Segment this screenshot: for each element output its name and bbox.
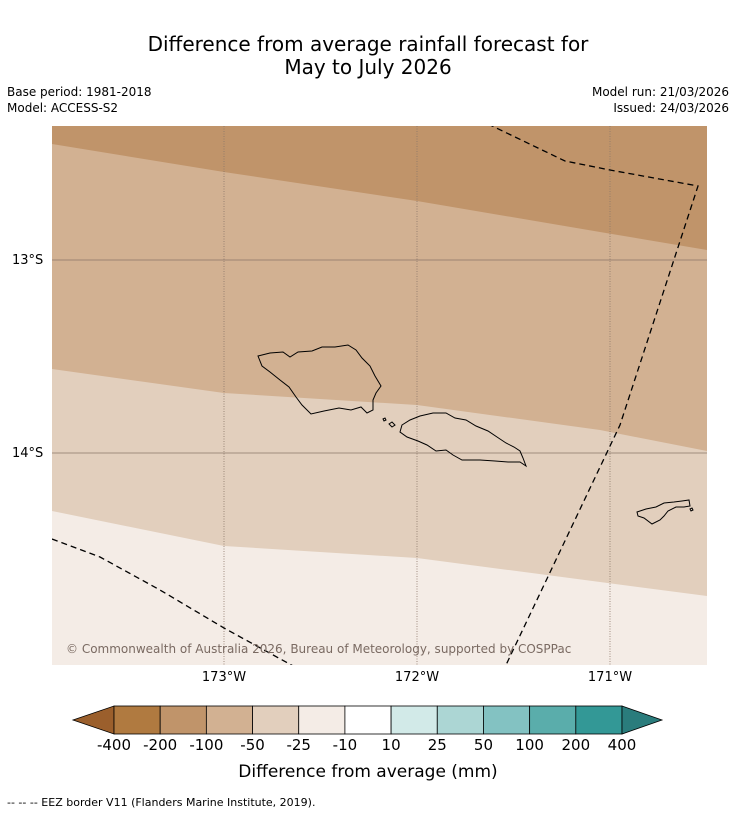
map-title-line2: May to July 2026 — [284, 55, 452, 79]
colorbar-tick-label: -100 — [189, 736, 224, 754]
colorbar-tick-label: 50 — [473, 736, 493, 754]
map-title-line1: Difference from average rainfall forecas… — [147, 32, 589, 56]
colorbar-segment — [205, 705, 253, 735]
lon-label-173w: 173°W — [201, 670, 247, 685]
colorbar-tick-label: -50 — [240, 736, 265, 754]
manono-island — [388, 421, 396, 428]
colorbar-title: Difference from average (mm) — [238, 762, 498, 782]
coastline — [257, 344, 694, 525]
graticule — [52, 126, 707, 665]
eez-border — [52, 126, 699, 665]
colorbar-tick-label: 400 — [607, 736, 637, 754]
eez-footnote: -- -- -- EEZ border V11 (Flanders Marine… — [7, 796, 316, 809]
colorbar-segment — [113, 705, 161, 735]
colorbar-extend-high — [621, 705, 664, 735]
colorbar-tick-label: 100 — [515, 736, 544, 754]
colorbar-segment — [159, 705, 207, 735]
colorbar-segment — [436, 705, 484, 735]
savaii-island — [257, 344, 382, 415]
issued-label: Issued: 24/03/2026 — [613, 101, 729, 115]
tutuila-island — [636, 499, 691, 525]
copyright-notice: © Commonwealth of Australia 2026, Bureau… — [66, 642, 572, 656]
colorbar-segment — [344, 705, 392, 735]
model-label: Model: ACCESS-S2 — [7, 101, 119, 115]
colorbar-segment — [298, 705, 346, 735]
colorbar-tick-label: -400 — [96, 736, 132, 754]
aunuu-island — [689, 507, 694, 512]
colorbar-segment — [252, 705, 300, 735]
lat-label-14s: 14°S — [12, 446, 44, 461]
colorbar-extend-low — [71, 705, 115, 735]
colorbar-tick-label: 200 — [561, 736, 591, 754]
colorbar-segment — [390, 705, 438, 735]
colorbar-segment — [529, 705, 577, 735]
colorbar-segment — [575, 705, 623, 735]
upolu-island — [399, 412, 528, 468]
colorbar-tick-label: 10 — [381, 736, 401, 754]
apolima-island — [382, 417, 387, 422]
lat-label-13s: 13°S — [12, 253, 44, 268]
lon-label-172w: 172°W — [394, 670, 440, 685]
model-run-label: Model run: 21/03/2026 — [591, 85, 729, 99]
colorbar-segment — [483, 705, 531, 735]
colorbar-tick-label: -10 — [332, 736, 358, 754]
colorbar-tick-label: -25 — [286, 736, 311, 754]
lon-label-171w: 171°W — [587, 670, 633, 685]
colorbar-tick-label: -200 — [143, 736, 178, 754]
base-period-label: Base period: 1981-2018 — [7, 85, 152, 99]
colorbar-tick-label: 25 — [427, 736, 447, 754]
band-minus200 — [52, 126, 707, 250]
